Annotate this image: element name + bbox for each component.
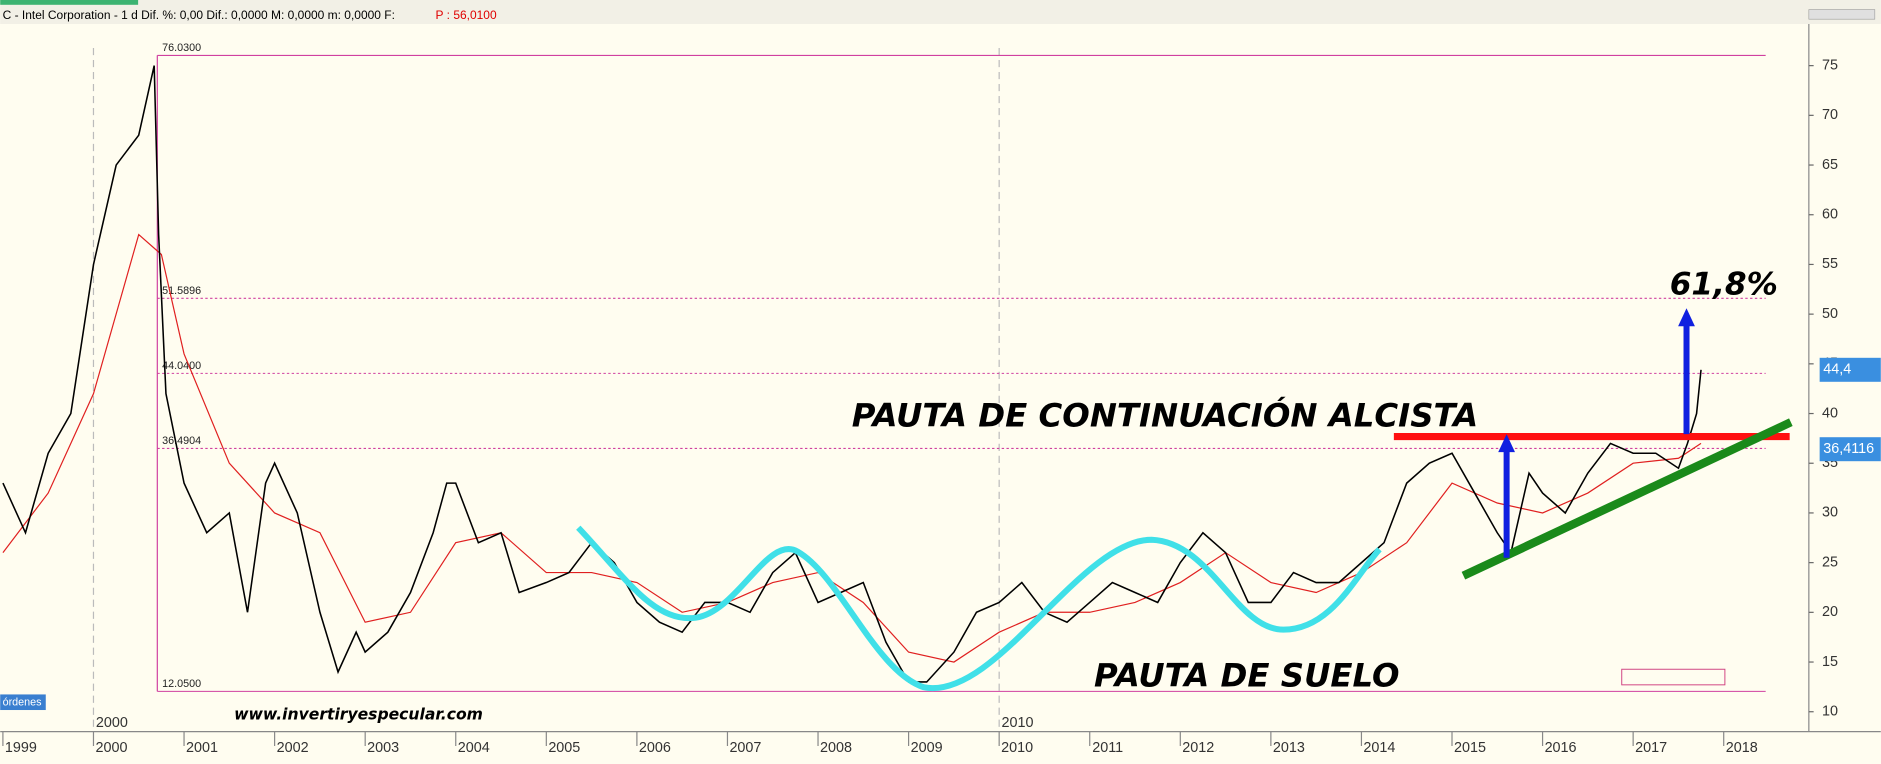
continuation-annotation: PAUTA DE CONTINUACIÓN ALCISTA: [852, 395, 1478, 434]
orders-label[interactable]: órdenes: [3, 697, 42, 709]
x-tick-label: 2006: [639, 740, 671, 756]
decade-label: 2000: [96, 715, 128, 731]
arrow-head: [1678, 308, 1695, 327]
scroll-control[interactable]: [1808, 9, 1876, 20]
header-accent: [0, 0, 139, 5]
x-tick-label: 2003: [367, 740, 399, 756]
support-trendline: [1461, 418, 1793, 580]
header-price: P : 56,0100: [436, 8, 497, 22]
fib-level-label: 51.5896: [162, 285, 201, 297]
fib-annotation: 61,8%: [1670, 266, 1778, 302]
orders-badge[interactable]: [0, 694, 46, 711]
moving-average: [2, 233, 1702, 663]
y-tick-label: 20: [1822, 604, 1838, 620]
x-tick-label: 2011: [1092, 740, 1123, 756]
x-tick-label: 2010: [1001, 740, 1033, 756]
price-tag-label: 36,4116: [1823, 441, 1874, 457]
decade-label: 2010: [1002, 715, 1034, 731]
y-tick-label: 75: [1822, 57, 1838, 73]
mini-box: [1621, 668, 1726, 686]
x-tick-label: 2018: [1726, 740, 1758, 756]
fib-level-label: 12.0500: [162, 678, 201, 690]
y-tick-label: 70: [1822, 107, 1838, 123]
x-tick-label: 2008: [820, 740, 852, 756]
y-tick-label: 50: [1822, 306, 1838, 322]
fib-level-label: 76.0300: [162, 42, 201, 54]
x-tick-label: 2000: [95, 740, 127, 756]
y-tick-label: 25: [1822, 554, 1838, 570]
y-tick-label: 30: [1822, 505, 1838, 521]
x-tick-label: 2009: [911, 740, 943, 756]
x-tick-label: 2002: [277, 740, 309, 756]
y-tick-label: 60: [1822, 207, 1838, 223]
website: www.invertiryespecular.com: [234, 705, 483, 723]
x-tick-label: 2007: [729, 740, 761, 756]
plot-area: 1015202530354045505560657075199920002001…: [2, 42, 1838, 756]
fib-level-label: 36.4904: [162, 435, 201, 447]
x-tick-label: 2012: [1182, 740, 1214, 756]
header-text: C - Intel Corporation - 1 d Dif. %: 0,00…: [3, 8, 395, 22]
x-tick-label: 2005: [548, 740, 580, 756]
x-tick-label: 1999: [5, 740, 37, 756]
y-tick-label: 40: [1822, 405, 1838, 421]
price-line: [2, 65, 1702, 683]
x-tick-label: 2004: [458, 740, 490, 756]
x-tick-label: 2013: [1273, 740, 1305, 756]
x-tick-label: 2014: [1363, 740, 1395, 756]
floor-pattern-curve: [576, 525, 1382, 692]
x-tick-label: 2015: [1454, 740, 1486, 756]
header-bar: [0, 0, 1881, 24]
price-tag: [1819, 357, 1881, 382]
fib-level-label: 44.0400: [162, 360, 201, 372]
y-tick-label: 15: [1822, 654, 1838, 670]
y-tick-label: 10: [1822, 704, 1838, 720]
x-tick-label: 2001: [186, 740, 218, 756]
y-tick-label: 55: [1822, 256, 1838, 272]
price-tag-label: 44,4: [1823, 362, 1851, 378]
price-tag: [1819, 437, 1881, 462]
x-tick-label: 2017: [1635, 740, 1667, 756]
y-tick-label: 65: [1822, 157, 1838, 173]
arrow-head: [1498, 434, 1515, 453]
floor-annotation: PAUTA DE SUELO: [1094, 657, 1400, 695]
x-tick-label: 2016: [1545, 740, 1577, 756]
